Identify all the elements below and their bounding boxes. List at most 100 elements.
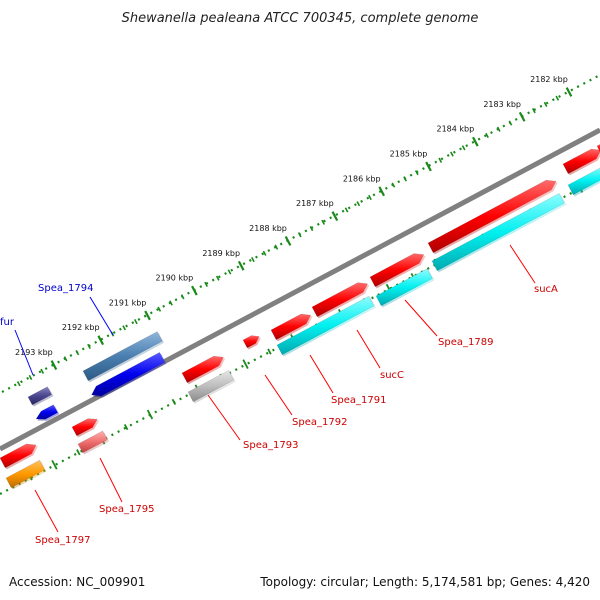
sucA-feature[interactable] [427, 179, 557, 254]
minor-tick [157, 306, 162, 312]
minor-tick [28, 374, 33, 381]
outer-scale-line [1, 74, 600, 393]
leader-Spea_1789 [404, 299, 438, 337]
minor-tick [532, 108, 536, 114]
minor-tick [133, 319, 138, 325]
minor-tick [251, 256, 255, 263]
scale-tick [565, 87, 573, 97]
leader-Spea_1792 [264, 374, 293, 416]
tick-label: 2189 kbp [202, 249, 240, 258]
tick-label: 2188 kbp [249, 224, 287, 233]
minor-tick [321, 219, 326, 225]
gene-label-Spea_1792[interactable]: Spea_1792 [292, 417, 347, 428]
minor-tick [122, 325, 127, 331]
gene-label-Spea_1794[interactable]: Spea_1794 [38, 283, 93, 294]
scale-tick [191, 285, 198, 296]
minor-tick [508, 120, 513, 126]
gene-feature[interactable] [596, 143, 600, 156]
gene-features [0, 143, 600, 490]
leader-Spea_1797 [34, 489, 59, 533]
leader-sucC [356, 329, 381, 369]
minor-tick [262, 250, 267, 256]
minor-tick [16, 381, 21, 387]
Spea_1792-feature[interactable] [270, 313, 312, 341]
tick-label: 2184 kbp [436, 125, 474, 134]
minor-tick [40, 368, 45, 374]
inner-tick [123, 423, 129, 431]
minor-tick [461, 145, 466, 151]
minor-tick [414, 170, 419, 176]
gene-feature[interactable] [567, 166, 600, 196]
gene-feature[interactable] [35, 404, 59, 420]
gene-label-Spea_1797[interactable]: Spea_1797 [35, 535, 90, 546]
gene-feature[interactable] [187, 369, 235, 403]
minor-tick [403, 176, 407, 182]
inner-tick [171, 398, 177, 405]
gene-label-Spea_1795[interactable]: Spea_1795 [99, 504, 154, 515]
tick-label: 2191 kbp [109, 298, 147, 307]
minor-tick [169, 300, 173, 306]
scale-tick [378, 186, 386, 197]
tick-label: 2193 kbp [15, 348, 53, 357]
minor-tick [309, 225, 314, 232]
gene-labels: sucA Spea_1789 sucC Spea_1791 Spea_1792 … [0, 244, 558, 546]
Spea_1795-feature[interactable] [71, 418, 98, 437]
genome-summary-text: Topology: circular; Length: 5,174,581 bp… [259, 575, 590, 589]
fur-feature[interactable] [27, 386, 53, 406]
tick-label: 2186 kbp [343, 174, 381, 183]
inner-tick [242, 359, 249, 369]
gene-feature[interactable] [242, 335, 260, 349]
minor-tick [543, 101, 548, 107]
gene-feature[interactable] [276, 295, 375, 356]
tick-label: 2190 kbp [156, 274, 194, 283]
sucC-feature[interactable] [369, 253, 425, 288]
gene-label-Spea_1793[interactable]: Spea_1793 [243, 440, 298, 451]
gene-label-fur[interactable]: fur [0, 317, 15, 328]
inner-tick [51, 459, 58, 470]
scale-ticks: 2182 kbp 2183 kbp 2184 kbp 2185 kbp 2186 kbp… [15, 75, 573, 387]
gene-label-sucA[interactable]: sucA [534, 284, 558, 295]
inner-tick [267, 348, 272, 355]
map-title: Shewanella pealeana ATCC 700345, complet… [122, 11, 479, 26]
scale-tick [472, 136, 479, 147]
Spea_1791-feature[interactable] [311, 282, 369, 318]
scale-tick [425, 161, 432, 172]
minor-tick [391, 182, 396, 188]
gene-feature[interactable] [77, 430, 108, 454]
minor-tick [215, 275, 220, 281]
minor-tick [274, 244, 279, 250]
minor-tick [297, 232, 302, 238]
leader-sucA [509, 244, 536, 284]
Spea_1789-feature[interactable] [431, 192, 565, 272]
minor-tick [496, 126, 501, 132]
Spea_1797-feature[interactable] [0, 443, 37, 469]
scale-tick [144, 310, 151, 321]
scale-tick [518, 111, 526, 122]
minor-tick [75, 350, 80, 356]
scale-tick [284, 236, 292, 246]
tick-label: 2183 kbp [483, 100, 521, 109]
Spea_1794-feature[interactable] [82, 331, 163, 382]
minor-tick [368, 194, 372, 201]
gene-feature[interactable] [91, 351, 166, 397]
scale-tick [50, 360, 58, 370]
accession-text: Accession: NC_009901 [9, 575, 145, 589]
gene-label-Spea_1791[interactable]: Spea_1791 [331, 395, 386, 406]
gene-label-Spea_1789[interactable]: Spea_1789 [438, 337, 493, 348]
scale-tick [97, 335, 105, 346]
minor-tick [555, 95, 560, 101]
minor-tick [227, 269, 232, 275]
Spea_1793-feature[interactable] [181, 355, 224, 384]
inner-tick [146, 409, 154, 420]
gene-feature[interactable] [562, 148, 600, 175]
gene-label-sucC[interactable]: sucC [380, 370, 404, 381]
tick-label: 2192 kbp [62, 323, 100, 332]
gene-feature[interactable] [375, 268, 433, 307]
minor-tick [450, 151, 454, 157]
minor-tick [356, 201, 361, 207]
scale-tick [331, 211, 339, 222]
gene-feature[interactable] [5, 459, 46, 489]
tick-label: 2185 kbp [390, 149, 428, 158]
minor-tick [204, 281, 208, 287]
